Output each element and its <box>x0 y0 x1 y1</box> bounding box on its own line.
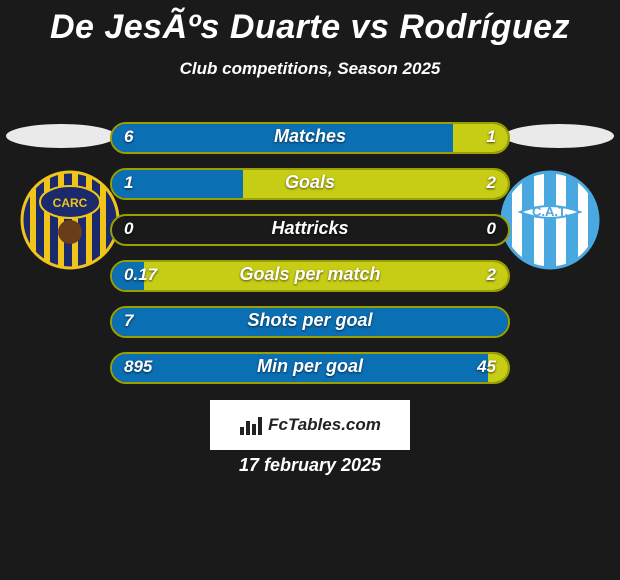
stat-value-left: 1 <box>124 173 133 193</box>
stat-value-left: 895 <box>124 357 152 377</box>
stat-value-right: 1 <box>487 127 496 147</box>
svg-text:CARC: CARC <box>53 196 88 210</box>
stats-bars: Matches61Goals12Hattricks00Goals per mat… <box>110 122 510 398</box>
stat-value-left: 0 <box>124 219 133 239</box>
stat-value-left: 6 <box>124 127 133 147</box>
stat-row: Hattricks00 <box>110 214 510 246</box>
stat-row: Goals per match0.172 <box>110 260 510 292</box>
fctables-watermark: FcTables.com <box>210 400 410 450</box>
bar-left-fill <box>112 354 488 382</box>
stat-value-left: 0.17 <box>124 265 157 285</box>
bar-right-fill <box>243 170 508 198</box>
page-title: De JesÃºs Duarte vs Rodríguez <box>0 0 620 47</box>
stat-value-left: 7 <box>124 311 133 331</box>
stat-value-right: 2 <box>487 265 496 285</box>
bar-left-fill <box>112 124 453 152</box>
stat-row: Shots per goal7 <box>110 306 510 338</box>
bar-left-fill <box>112 308 508 336</box>
stat-value-right: 0 <box>487 219 496 239</box>
club-badge-left: CARC <box>20 170 120 270</box>
stat-value-right: 2 <box>487 173 496 193</box>
stat-row: Min per goal89545 <box>110 352 510 384</box>
svg-text:C.A.T.: C.A.T. <box>532 204 568 219</box>
update-date: 17 february 2025 <box>0 455 620 476</box>
stat-row: Matches61 <box>110 122 510 154</box>
watermark-text: FcTables.com <box>268 415 381 435</box>
subtitle: Club competitions, Season 2025 <box>0 59 620 79</box>
player-left-photo-placeholder <box>6 124 116 148</box>
bars-icon <box>239 415 263 435</box>
stat-row: Goals12 <box>110 168 510 200</box>
stat-value-right: 45 <box>477 357 496 377</box>
club-badge-right: C.A.T. <box>500 170 600 270</box>
bar-right-fill <box>453 124 508 152</box>
bar-right-fill <box>144 262 508 290</box>
player-right-photo-placeholder <box>504 124 614 148</box>
